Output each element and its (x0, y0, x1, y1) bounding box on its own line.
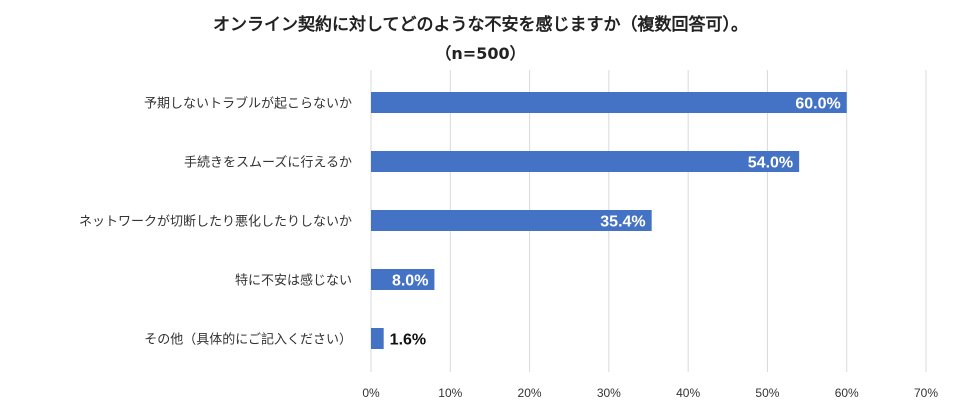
category-label: その他（具体的にご記入ください） (144, 332, 352, 348)
x-tick-label: 70% (914, 386, 938, 400)
x-tick-label: 10% (438, 386, 462, 400)
bar (371, 151, 800, 172)
category-label: 予期しないトラブルが起こらないか (144, 96, 352, 112)
bar (371, 92, 847, 113)
chart-subtitle: （n=500） (435, 44, 526, 63)
data-label: 60.0% (795, 96, 840, 113)
category-label: ネットワークが切断したり悪化したりしないか (79, 215, 352, 230)
data-label: 35.4% (600, 214, 645, 231)
x-tick-label: 30% (597, 386, 621, 400)
bar (371, 210, 652, 231)
x-tick-label: 60% (835, 386, 859, 400)
chart-title: オンライン契約に対してどのような不安を感じますか（複数回答可）。 (213, 15, 748, 35)
x-tick-label: 20% (518, 386, 542, 400)
data-label: 8.0% (392, 273, 428, 290)
category-label: 特に不安は感じない (235, 273, 352, 289)
x-tick-label: 50% (755, 386, 779, 400)
bar (371, 269, 435, 290)
data-label: 54.0% (748, 155, 793, 172)
x-tick-label: 0% (362, 386, 380, 400)
category-label: 手続きをスムーズに行えるか (184, 155, 352, 171)
x-tick-label: 40% (676, 386, 700, 400)
data-label: 1.6% (390, 332, 426, 349)
bar (371, 328, 384, 349)
